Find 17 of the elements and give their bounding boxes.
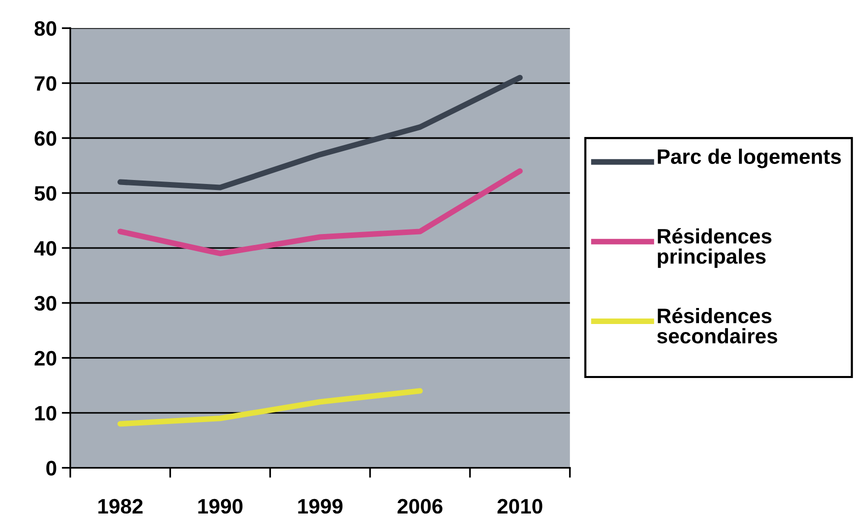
- y-tick-label: 50: [34, 186, 56, 201]
- y-tick-label: 10: [35, 406, 56, 421]
- x-tick-label: 1990: [198, 498, 242, 514]
- y-tick-label: 0: [46, 460, 56, 476]
- y-tick-label: 80: [34, 21, 56, 36]
- y-tick-label: 30: [34, 296, 56, 311]
- x-tick-label: 1982: [98, 498, 143, 514]
- legend-label: Parc de logements: [658, 148, 841, 168]
- x-tick-label: 2006: [398, 498, 442, 514]
- y-tick-label: 70: [34, 76, 56, 91]
- x-tick-label: 1999: [298, 498, 342, 514]
- y-tick-label: 20: [34, 350, 56, 366]
- legend-label: Résidences principales: [658, 228, 772, 268]
- legend-label: Résidences secondaires: [657, 308, 778, 344]
- y-tick-label: 40: [34, 240, 56, 256]
- y-tick-label: 60: [34, 131, 56, 146]
- x-tick-label: 2010: [497, 498, 542, 514]
